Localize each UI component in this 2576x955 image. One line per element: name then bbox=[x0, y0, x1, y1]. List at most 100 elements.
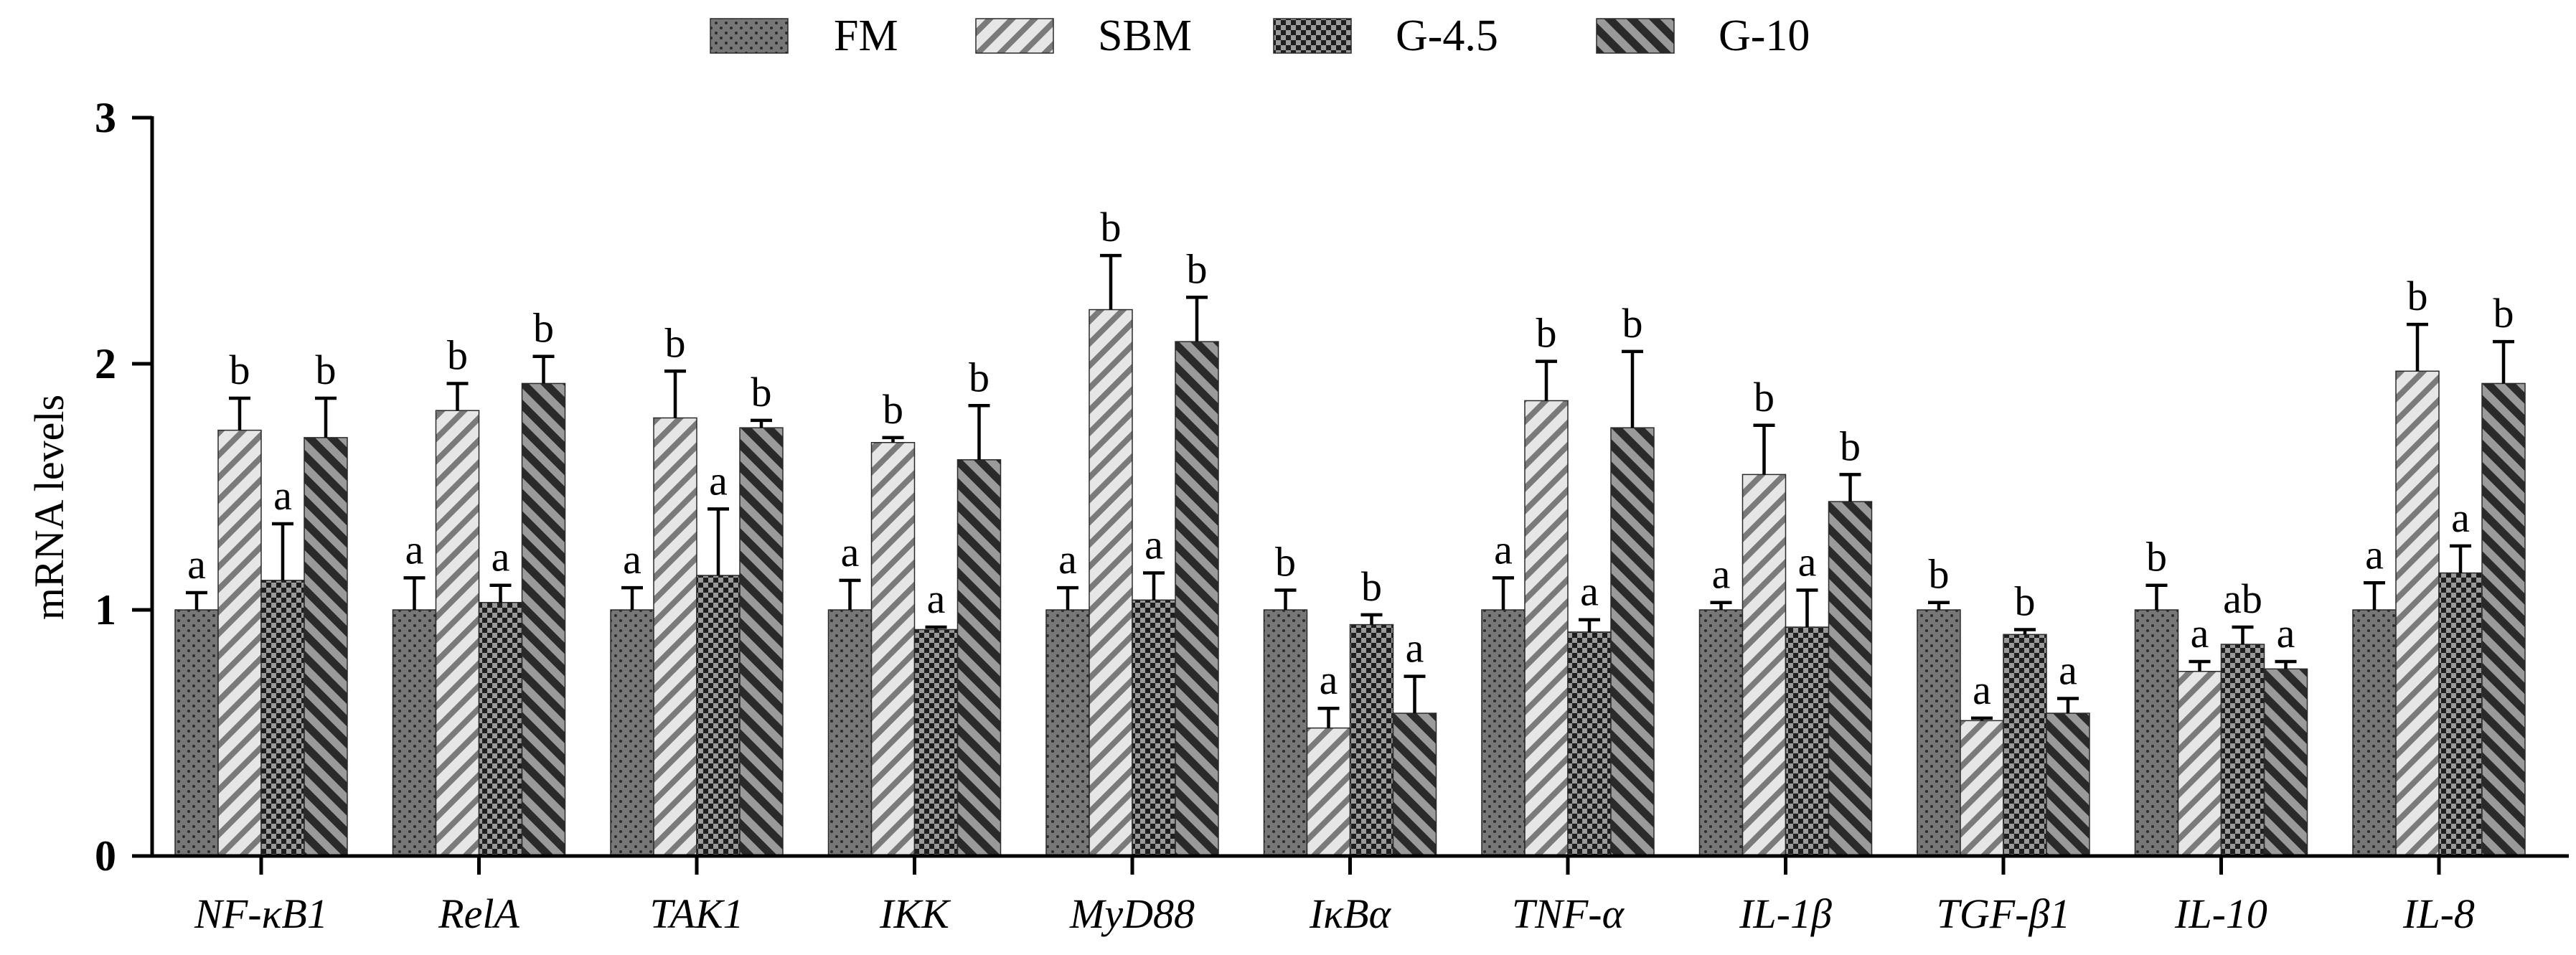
sig-label-g-4-5-rela: a bbox=[492, 534, 510, 580]
error-bar-g-4-5-rela bbox=[489, 583, 512, 603]
x-tick-label-ikk: IKK bbox=[879, 890, 951, 937]
bar-g-10-tnf bbox=[1610, 427, 1655, 857]
sig-label-fm-myd88: a bbox=[1058, 536, 1077, 583]
error-bar-g-10-il-8 bbox=[2493, 339, 2514, 384]
sig-label-fm-il-8: a bbox=[2365, 531, 2384, 578]
error-bar-g-4-5-nf-b1 bbox=[272, 522, 293, 580]
sig-label-sbm-il-8: b bbox=[2407, 273, 2428, 319]
bar-g-4-5-tak1 bbox=[696, 575, 741, 857]
y-tick-label-0: 0 bbox=[95, 832, 116, 880]
bar-g-10-il-1 bbox=[1828, 501, 1873, 857]
error-bar-g-4-5-tnf bbox=[1579, 618, 1600, 632]
error-bar-fm-il-8 bbox=[2364, 581, 2385, 610]
bar-sbm-rela bbox=[435, 410, 480, 857]
bar-sbm-myd88 bbox=[1089, 309, 1133, 857]
legend-swatch-sbm bbox=[975, 18, 1054, 54]
sig-label-g-4-5-tgf-1: b bbox=[2015, 578, 2036, 624]
bar-g-4-5-myd88 bbox=[1132, 599, 1176, 857]
error-bar-sbm-il-10 bbox=[2189, 659, 2211, 672]
x-ticks: NF-κB1 RelA TAK1 IKK MyD88 IκBα TNF-α IL-1β TGF-… bbox=[194, 856, 2475, 937]
error-bar-sbm-ikk bbox=[882, 436, 904, 443]
y-tick-label-2: 2 bbox=[95, 340, 116, 387]
error-bar-sbm-nf-b1 bbox=[229, 396, 250, 431]
sig-label-g-4-5-il-1: a bbox=[1798, 539, 1817, 585]
sig-label-g-10-ikk: b bbox=[969, 354, 989, 400]
error-bar-g-10-myd88 bbox=[1186, 296, 1208, 342]
sig-label-g-10-tak1: b bbox=[751, 369, 772, 415]
sig-label-g-10-tgf-1: a bbox=[2059, 646, 2077, 693]
bar-g-10-i-b bbox=[1392, 712, 1437, 857]
error-bar-g-4-5-tak1 bbox=[708, 507, 729, 575]
x-tick-label-rela: RelA bbox=[438, 890, 520, 937]
error-bar-fm-tak1 bbox=[621, 585, 643, 610]
error-bar-fm-i-b bbox=[1274, 588, 1297, 610]
bar-fm-myd88 bbox=[1045, 609, 1090, 857]
legend-swatch-fm bbox=[710, 18, 789, 54]
x-tick-label-myd88: MyD88 bbox=[1069, 890, 1195, 937]
error-bar-sbm-rela bbox=[446, 382, 469, 411]
error-bar-g-4-5-ikk bbox=[925, 625, 947, 630]
error-bar-fm-tnf bbox=[1493, 576, 1514, 610]
legend-item-g10: G-10 bbox=[1596, 11, 1810, 60]
sig-label-fm-rela: a bbox=[405, 526, 424, 573]
sig-label-sbm-il-1: b bbox=[1754, 374, 1774, 420]
x-tick-label-nf-b1: NF-κB1 bbox=[194, 890, 328, 937]
x-tick-label-tak1: TAK1 bbox=[649, 890, 743, 937]
sig-label-sbm-nf-b1: b bbox=[230, 347, 250, 393]
error-bar-fm-nf-b1 bbox=[186, 591, 207, 610]
sig-label-sbm-i-b: a bbox=[1320, 657, 1338, 703]
error-bar-fm-il-1 bbox=[1710, 601, 1732, 610]
bar-sbm-tak1 bbox=[653, 417, 697, 857]
bar-fm-il-1 bbox=[1698, 609, 1744, 857]
sig-label-fm-il-1: a bbox=[1712, 551, 1731, 598]
bar-sbm-ikk bbox=[870, 442, 916, 857]
error-bar-sbm-tak1 bbox=[664, 370, 686, 418]
y-tick-label-1: 1 bbox=[95, 586, 116, 634]
error-bar-g-4-5-tgf-1 bbox=[2014, 628, 2036, 635]
sig-label-sbm-rela: b bbox=[447, 331, 468, 378]
error-bar-sbm-il-1 bbox=[1753, 423, 1775, 475]
error-bar-sbm-tnf bbox=[1536, 359, 1557, 401]
y-ticks: 0 1 2 3 bbox=[95, 94, 152, 880]
bar-fm-i-b bbox=[1263, 609, 1308, 857]
bar-g-10-il-10 bbox=[2263, 668, 2308, 857]
error-bar-g-10-i-b bbox=[1404, 674, 1426, 714]
error-bar-sbm-tgf-1 bbox=[1971, 716, 1993, 721]
error-bar-sbm-il-8 bbox=[2407, 322, 2428, 372]
bar-sbm-tnf bbox=[1524, 400, 1569, 857]
sig-label-g-10-myd88: b bbox=[1187, 245, 1208, 292]
bar-fm-ikk bbox=[827, 609, 873, 857]
bar-sbm-i-b bbox=[1306, 727, 1351, 857]
legend-label-fm: FM bbox=[834, 11, 898, 60]
sig-label-g-4-5-tak1: a bbox=[709, 457, 728, 504]
error-bar-g-4-5-il-1 bbox=[1796, 588, 1818, 628]
error-bar-g-10-rela bbox=[532, 354, 555, 384]
error-bar-g-10-tgf-1 bbox=[2057, 697, 2079, 714]
error-bar-fm-ikk bbox=[839, 578, 861, 610]
sig-label-g-10-i-b: a bbox=[1406, 625, 1424, 672]
bar-fm-il-8 bbox=[2352, 609, 2397, 857]
x-tick-label-tgf-1: TGF-β1 bbox=[1937, 890, 2071, 937]
sig-label-g-10-il-10: a bbox=[2277, 610, 2295, 657]
bar-g-10-rela bbox=[521, 382, 566, 857]
error-bar-sbm-i-b bbox=[1317, 706, 1340, 728]
bar-g-10-tak1 bbox=[739, 427, 784, 857]
sig-label-g-4-5-ikk: a bbox=[927, 575, 946, 622]
bar-sbm-il-8 bbox=[2395, 370, 2440, 857]
error-bar-g-10-tak1 bbox=[751, 418, 772, 428]
sig-label-sbm-tak1: b bbox=[665, 319, 686, 366]
error-bar-g-4-5-il-10 bbox=[2232, 625, 2254, 645]
sig-label-sbm-ikk: b bbox=[883, 386, 903, 433]
y-tick-label-3: 3 bbox=[95, 94, 116, 141]
legend-swatch-g10 bbox=[1596, 18, 1675, 54]
error-bar-fm-tgf-1 bbox=[1928, 601, 1950, 610]
error-bar-fm-rela bbox=[403, 576, 426, 610]
bar-g-4-5-rela bbox=[478, 601, 523, 857]
sig-label-g-4-5-i-b: b bbox=[1361, 563, 1382, 610]
bar-fm-tak1 bbox=[610, 609, 654, 857]
bar-g-4-5-i-b bbox=[1349, 624, 1394, 857]
legend-label-g45: G-4.5 bbox=[1396, 11, 1498, 60]
sig-label-g-4-5-il-10: ab bbox=[2223, 575, 2262, 622]
sig-label-fm-nf-b1: a bbox=[187, 541, 206, 588]
